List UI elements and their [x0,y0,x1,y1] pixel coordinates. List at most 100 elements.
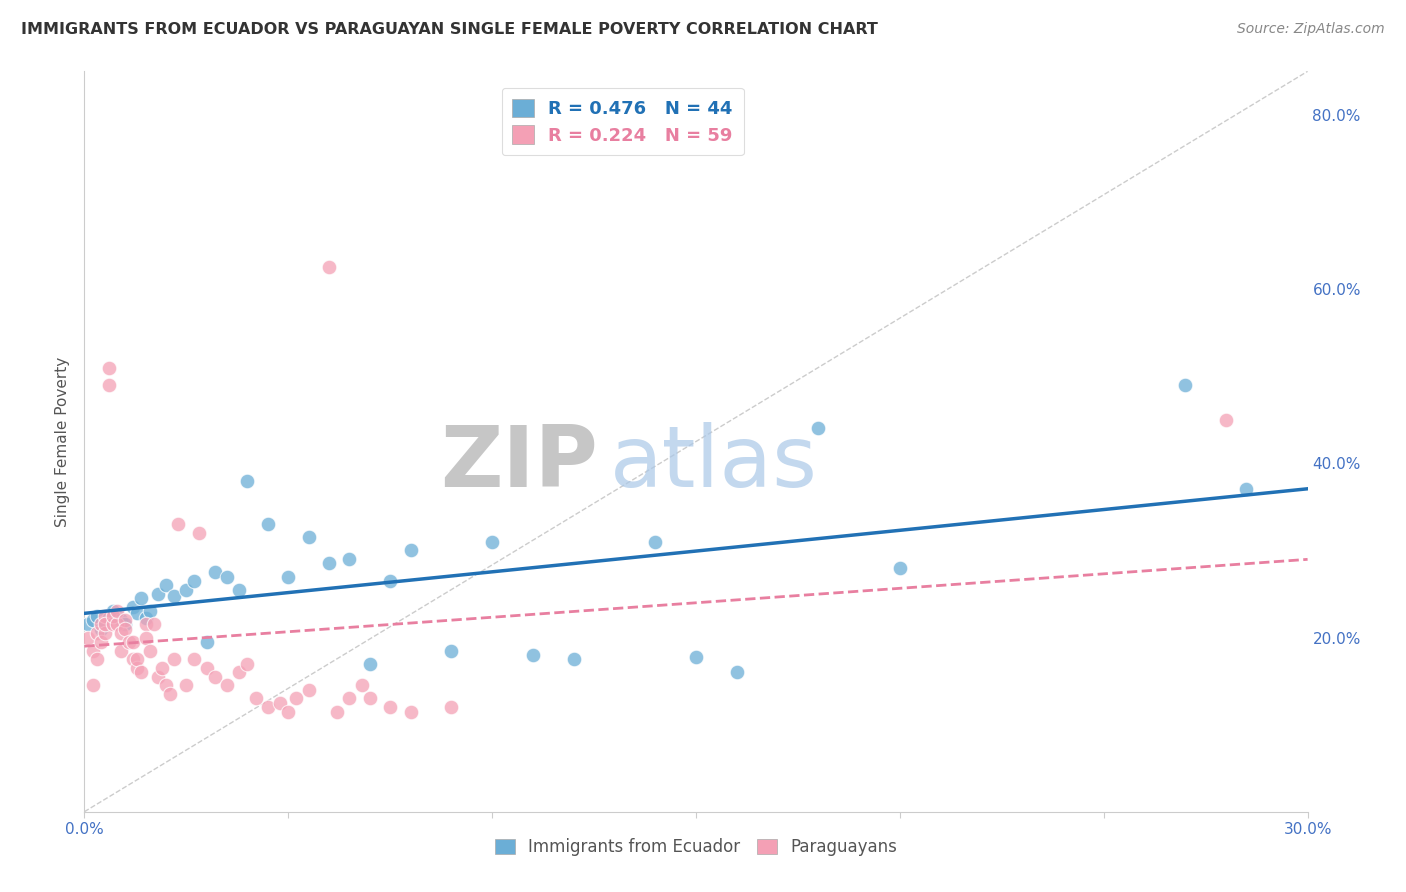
Legend: Immigrants from Ecuador, Paraguayans: Immigrants from Ecuador, Paraguayans [488,831,904,863]
Point [114,617,136,632]
Point [110,626,132,640]
Point [277,705,299,719]
Point [644,534,666,549]
Point [174,582,197,597]
Point [562,652,585,666]
Point [245,691,267,706]
Point [93,608,115,623]
Y-axis label: Single Female Poverty: Single Female Poverty [55,357,70,526]
Point [228,665,250,680]
Point [114,622,136,636]
Point [440,643,463,657]
Point [217,569,239,583]
Point [195,661,218,675]
Point [131,665,153,680]
Point [807,421,830,435]
Point [90,617,112,632]
Point [155,678,177,692]
Point [82,613,104,627]
Point [86,652,108,666]
Point [163,589,186,603]
Point [685,649,707,664]
Point [183,574,205,588]
Point [380,700,402,714]
Text: atlas: atlas [610,422,818,505]
Point [114,613,136,627]
Point [86,608,108,623]
Point [399,543,422,558]
Point [481,534,503,549]
Point [1236,483,1258,497]
Point [101,617,124,632]
Point [183,652,205,666]
Point [339,691,361,706]
Point [93,626,115,640]
Point [269,696,291,710]
Point [118,635,141,649]
Point [122,652,145,666]
Point [359,691,381,706]
Point [236,474,259,488]
Point [350,678,373,692]
Point [359,657,381,671]
Point [339,552,361,566]
Point [228,582,250,597]
Point [142,617,165,632]
Point [97,378,120,392]
Point [135,617,157,632]
Point [174,678,197,692]
Point [105,604,128,618]
Point [318,260,340,275]
Point [127,661,149,675]
Point [159,687,181,701]
Point [97,360,120,375]
Point [1174,378,1197,392]
Text: IMMIGRANTS FROM ECUADOR VS PARAGUAYAN SINGLE FEMALE POVERTY CORRELATION CHART: IMMIGRANTS FROM ECUADOR VS PARAGUAYAN SI… [21,22,877,37]
Point [122,600,145,615]
Point [93,615,115,629]
Point [217,678,239,692]
Point [110,643,132,657]
Point [122,635,145,649]
Point [195,635,218,649]
Point [135,611,157,625]
Point [1215,413,1237,427]
Point [236,657,259,671]
Text: ZIP: ZIP [440,422,598,505]
Point [146,670,169,684]
Point [101,604,124,618]
Point [127,606,149,620]
Point [138,604,160,618]
Point [277,569,299,583]
Point [82,643,104,657]
Point [440,700,463,714]
Point [285,691,308,706]
Point [167,517,190,532]
Point [380,574,402,588]
Point [105,608,128,623]
Point [97,611,120,625]
Point [725,665,748,680]
Point [93,617,115,632]
Point [90,635,112,649]
Point [399,705,422,719]
Point [86,626,108,640]
Point [163,652,186,666]
Point [298,530,321,544]
Point [204,565,226,579]
Point [105,617,128,632]
Point [138,643,160,657]
Point [326,705,349,719]
Point [90,622,112,636]
Point [82,678,104,692]
Point [318,557,340,571]
Point [298,682,321,697]
Point [155,578,177,592]
Point [146,587,169,601]
Point [77,617,100,632]
Point [204,670,226,684]
Point [131,591,153,606]
Point [101,608,124,623]
Point [889,561,911,575]
Point [257,700,280,714]
